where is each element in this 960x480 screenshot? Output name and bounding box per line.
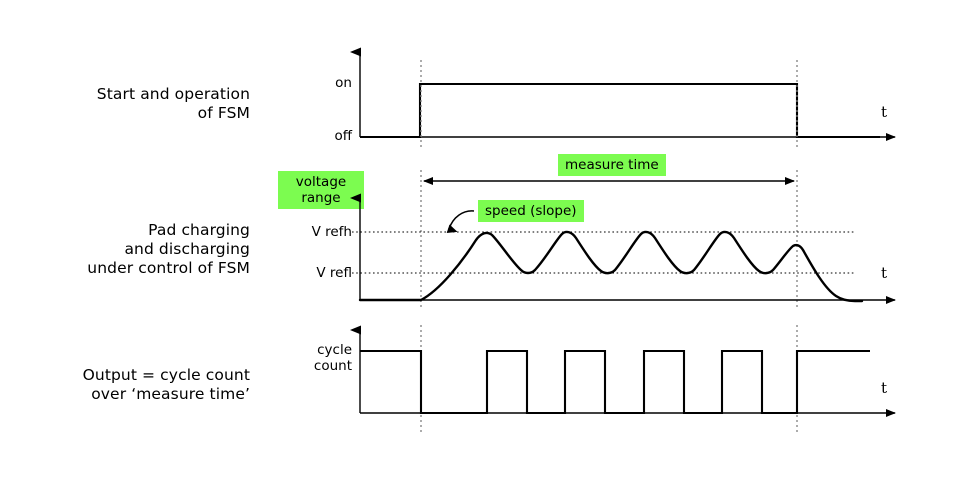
callout-voltage-range: voltage range [278,171,364,209]
callout-measure-time: measure time [558,154,666,176]
tick-label-off: off [334,128,352,144]
waveform-pad-voltage [358,230,864,303]
speed-slope-pointer-arrow [446,210,475,233]
chart-output-cycle-count [350,325,896,417]
callout-speed-slope: speed (slope) [478,200,584,222]
tick-label-vrefl: V refl [316,265,352,281]
row-label-output: Output = cycle count over ‘measure time’ [82,366,250,403]
waveform-cycle-count [360,349,870,415]
chart-pad-charging [350,193,896,304]
row-label-pad-charging: Pad charging and discharging under contr… [87,221,250,277]
waveform-fsm-enable [360,82,880,139]
axis-label-t-pad: t [881,264,888,282]
tick-label-on: on [335,75,352,91]
axis-label-t-fsm: t [881,103,888,121]
axis-label-t-output: t [881,379,888,397]
row-label-fsm: Start and operation of FSM [96,85,250,122]
tick-label-cycle-count: cycle count [313,342,352,374]
tick-label-vrefh: V refh [311,224,352,240]
chart-fsm [350,47,896,141]
